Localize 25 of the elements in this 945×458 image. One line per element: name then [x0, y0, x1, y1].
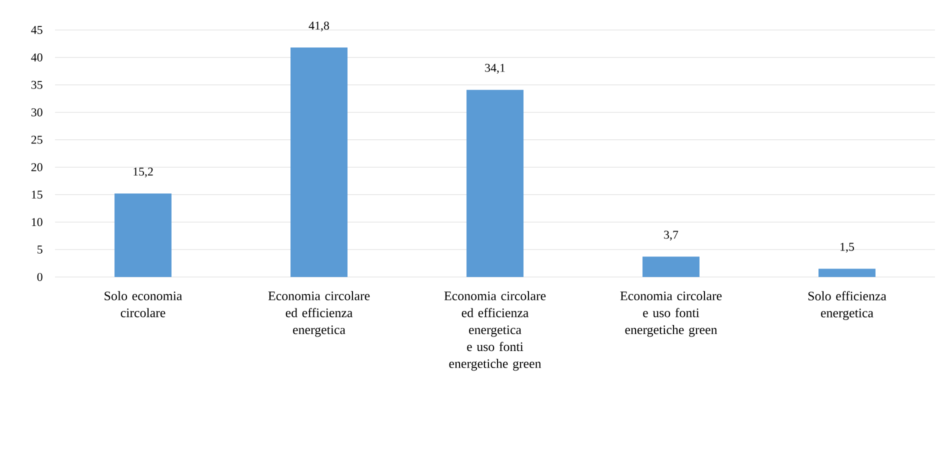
- data-label: 3,7: [664, 230, 678, 240]
- bar: [818, 268, 876, 277]
- bar: [290, 48, 348, 277]
- y-tick-label: 45: [31, 26, 42, 34]
- bar: [642, 256, 700, 277]
- bar: [114, 194, 172, 277]
- y-tick-label: 40: [31, 53, 42, 62]
- y-tick-label: 0: [37, 272, 42, 282]
- y-tick-label: 5: [38, 246, 42, 254]
- y-tick-label: 35: [31, 80, 42, 89]
- y-tick-label: 25: [31, 136, 42, 144]
- y-tick-label: 15: [32, 190, 42, 199]
- x-tick-label: Economia circolare e uso fonti energetiche green: [620, 291, 722, 337]
- x-tick-label: Solo economia circolare: [104, 291, 182, 318]
- y-tick-label: 20: [31, 163, 42, 172]
- data-label: 15,2: [134, 168, 153, 178]
- bar: [466, 90, 524, 277]
- x-tick-label: Solo efficienza energetica: [808, 291, 886, 320]
- x-tick-label: Economia circolare ed efficienza energetica e uso fonti energetiche green: [444, 291, 546, 371]
- data-label: 1,5: [840, 242, 854, 253]
- x-tick-label: Economia circolare ed efficienza energetica: [268, 291, 370, 337]
- y-tick-label: 10: [32, 218, 42, 226]
- data-label: 34,1: [485, 64, 505, 74]
- y-tick-label: 30: [31, 108, 42, 116]
- data-label: 41,8: [308, 22, 330, 32]
